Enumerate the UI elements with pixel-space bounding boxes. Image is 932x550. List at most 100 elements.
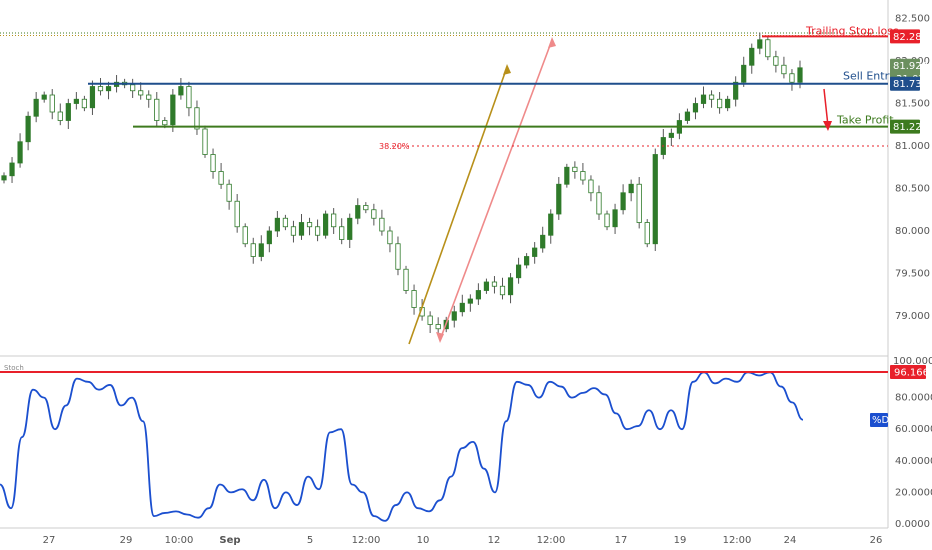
stoch-series-tag: %D: [870, 413, 890, 427]
time-axis[interactable]: 27 29 10:00 Sep 5 12:00 10 12 12:00 17 19 12:00 24 26: [43, 535, 883, 546]
stoch-d-line[interactable]: [0, 371, 804, 522]
candle: [540, 234, 546, 249]
candle: [620, 192, 626, 211]
candle: [612, 209, 618, 228]
candle: [194, 107, 200, 130]
candle: [266, 230, 272, 245]
take-profit-price: 81.228: [893, 122, 928, 133]
price-tick-label: 80.500: [895, 184, 930, 195]
candle: [435, 324, 441, 330]
candle: [395, 243, 401, 270]
candle: [33, 98, 39, 117]
price-tick-label: 80.000: [895, 226, 930, 237]
candle: [186, 86, 192, 109]
time-tick-label: 24: [784, 535, 797, 546]
candle: [451, 311, 457, 321]
price-tick-label: 79.500: [895, 269, 930, 280]
stoch-tick-label: 80.0000: [895, 393, 932, 404]
stoch-axis[interactable]: 0.0000 20.0000 40.0000 60.0000 80.0000: [895, 393, 932, 530]
candle: [218, 171, 224, 185]
price-tick-label: 81.500: [895, 99, 930, 110]
stoch-title: Stoch: [4, 364, 24, 372]
stoch-tick-label: 40.0000: [895, 456, 932, 467]
sell-entry-level[interactable]: Sell Entry: [88, 70, 896, 85]
take-profit-level[interactable]: Take Profit: [133, 114, 894, 128]
candle: [323, 213, 329, 236]
candle: [789, 73, 795, 83]
sell-entry-price: 81.733: [893, 79, 928, 90]
candle: [57, 111, 63, 121]
candle: [363, 205, 369, 211]
price-tick-label: 82.500: [895, 14, 930, 25]
candle: [282, 217, 289, 228]
fib-382-level: 38.20%: [379, 142, 888, 151]
time-tick-label: 10:00: [165, 535, 194, 546]
down-arrow: [823, 88, 832, 131]
stoch-top-label: 100.0000: [893, 356, 932, 367]
fib-label: 38.20%: [379, 142, 410, 151]
candle: [467, 298, 473, 304]
candle: [81, 98, 88, 109]
candle: [636, 183, 642, 223]
candle: [242, 226, 248, 245]
time-tick-label: 26: [870, 535, 883, 546]
candle: [596, 192, 602, 215]
trailing-stop-level[interactable]: Trailing Stop loss: [762, 24, 899, 38]
candle: [331, 213, 337, 228]
stoch-tick-label: 0.0000: [895, 519, 930, 530]
price-tick-label: 81.000: [895, 141, 930, 152]
candle: [65, 103, 71, 121]
trailing-stop-label: Trailing Stop loss: [805, 24, 899, 37]
candle: [652, 154, 658, 245]
candle: [258, 243, 264, 257]
candle: [250, 243, 256, 257]
candle: [757, 39, 763, 49]
candle: [355, 205, 361, 219]
stoch-reference-value: 96.1663: [894, 368, 932, 379]
candle: [475, 290, 481, 300]
candle: [773, 56, 779, 66]
take-profit-tag: 81.228: [890, 119, 928, 134]
candle: [716, 98, 723, 109]
candle: [556, 183, 562, 215]
candle: [138, 90, 144, 96]
candle: [708, 94, 715, 100]
candle: [387, 230, 393, 245]
candle: [700, 94, 707, 104]
candle: [154, 98, 160, 121]
candle: [105, 86, 112, 92]
candle: [580, 171, 586, 181]
candle: [644, 222, 650, 245]
price-tick-label: 79.000: [895, 311, 930, 322]
candle: [781, 64, 787, 75]
time-tick-label: 10: [417, 535, 430, 546]
candle: [741, 64, 747, 83]
candle: [1, 175, 7, 181]
candle: [226, 183, 232, 202]
candle: [507, 277, 514, 296]
candle: [524, 256, 530, 266]
candle: [234, 200, 240, 228]
candle: [274, 217, 280, 232]
candle: [797, 67, 803, 83]
candle: [371, 209, 377, 219]
candle: [73, 98, 79, 104]
candle: [339, 226, 345, 240]
candle: [427, 315, 433, 325]
candle: [403, 268, 409, 291]
candle: [170, 94, 176, 126]
candle: [572, 166, 578, 172]
candle: [668, 132, 674, 138]
gold-arrow: [408, 64, 511, 345]
sell-entry-label: Sell Entry: [843, 70, 896, 83]
candle: [17, 141, 23, 164]
price-tags: 82.289 81.920 31:07 81.733 81.228: [890, 29, 928, 134]
candle: [491, 281, 498, 287]
candle: [483, 281, 490, 291]
candlestick-series[interactable]: [1, 32, 803, 335]
candle: [692, 103, 699, 113]
time-tick-label: 19: [674, 535, 687, 546]
take-profit-label: Take Profit: [836, 114, 894, 127]
candle: [97, 86, 104, 92]
